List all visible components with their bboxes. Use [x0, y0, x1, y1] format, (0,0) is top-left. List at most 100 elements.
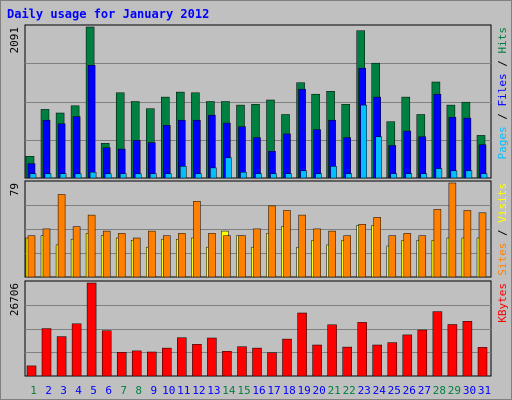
bar-sites	[178, 233, 186, 278]
bar-sites	[433, 209, 442, 278]
bar-sites	[27, 235, 36, 278]
bar-files	[163, 125, 171, 179]
bar-sites	[388, 235, 397, 278]
bar-files	[132, 140, 141, 179]
bar-kbytes	[101, 330, 112, 377]
x-tick-label: 6	[105, 384, 112, 397]
bar-pages	[180, 166, 187, 179]
bar-pages	[104, 173, 112, 179]
bar-sites	[193, 201, 201, 278]
x-tick-label: 1	[30, 384, 37, 397]
bar-sites	[463, 210, 472, 278]
bar-pages	[195, 173, 202, 179]
bar-kbytes	[192, 344, 202, 377]
bar-pages	[360, 104, 367, 179]
legend-separator: /	[496, 54, 509, 74]
bar-pages	[44, 173, 52, 179]
bar-pages	[330, 166, 337, 179]
bar-files	[478, 144, 487, 179]
legend-entry-pages: Pages	[496, 126, 509, 159]
bar-kbytes	[402, 334, 413, 377]
legend-separator: /	[496, 223, 509, 243]
bar-sites	[343, 235, 351, 278]
bar-kbytes	[177, 337, 187, 377]
bar-kbytes	[312, 344, 322, 377]
x-tick-label: 5	[90, 384, 97, 397]
bar-kbytes	[207, 337, 217, 377]
x-tick-label: 17	[267, 384, 280, 397]
bar-sites	[132, 237, 141, 278]
bar-kbytes	[131, 350, 142, 377]
bar-kbytes	[297, 312, 307, 377]
bar-sites	[328, 230, 336, 278]
bar-pages	[435, 168, 443, 179]
bar-pages	[345, 173, 352, 179]
bar-pages	[315, 173, 322, 179]
legend-entry-hits: Hits	[496, 27, 509, 54]
bar-kbytes	[432, 311, 443, 377]
bar-kbytes	[252, 347, 262, 377]
bar-pages	[390, 173, 398, 179]
x-tick-label: 25	[388, 384, 401, 397]
bar-sites	[418, 235, 427, 278]
bar-files	[448, 117, 457, 179]
bar-kbytes	[147, 351, 157, 377]
bar-kbytes	[417, 329, 428, 377]
x-tick-label: 13	[207, 384, 220, 397]
bar-kbytes	[162, 347, 172, 377]
legend-1: Pages / Files / Hits	[496, 27, 509, 160]
bar-sites	[358, 224, 366, 278]
bar-sites	[117, 233, 126, 278]
bar-sites	[313, 228, 321, 278]
bar-kbytes	[116, 352, 127, 377]
bar-sites	[223, 235, 231, 278]
bar-pages	[59, 173, 67, 179]
bar-sites	[208, 233, 216, 278]
x-tick-label: 3	[60, 384, 67, 397]
bar-sites	[102, 230, 111, 278]
x-tick-label: 21	[328, 384, 341, 397]
bar-sites	[298, 214, 306, 278]
bar-files	[72, 116, 81, 179]
bar-pages	[465, 170, 473, 179]
legend-entry-sites: Sites	[496, 243, 509, 276]
bar-kbytes	[71, 323, 82, 377]
bar-sites	[42, 228, 51, 278]
bar-files	[418, 136, 427, 179]
bar-pages	[150, 173, 157, 179]
bar-kbytes	[26, 365, 37, 377]
bar-sites	[283, 210, 291, 278]
bar-sites	[148, 230, 156, 278]
legend-entry-files: Files	[496, 73, 509, 106]
y-max-label: 79	[8, 183, 21, 196]
bar-files	[313, 129, 321, 179]
bar-pages	[134, 173, 142, 179]
x-tick-label: 9	[150, 384, 157, 397]
x-tick-label: 11	[177, 384, 190, 397]
y-max-label: 26706	[8, 283, 21, 316]
bar-sites	[448, 182, 457, 278]
bar-sites	[253, 228, 261, 278]
bar-sites	[478, 212, 487, 278]
bar-kbytes	[41, 328, 52, 377]
bar-kbytes	[372, 344, 382, 377]
x-tick-label: 10	[162, 384, 175, 397]
x-tick-label: 24	[373, 384, 387, 397]
x-tick-label: 12	[192, 384, 205, 397]
x-tick-label: 2	[45, 384, 52, 397]
bar-pages	[255, 173, 262, 179]
bar-files	[298, 88, 306, 179]
bar-files	[463, 117, 472, 179]
bar-sites	[373, 217, 381, 278]
legend-entry-kbytes: KBytes	[496, 283, 509, 323]
legend-2: Sites / Visits	[496, 183, 509, 276]
bar-sites	[87, 214, 96, 278]
x-tick-label: 8	[135, 384, 142, 397]
x-tick-label: 27	[418, 384, 431, 397]
bar-sites	[403, 233, 412, 278]
bar-files	[343, 137, 351, 179]
x-tick-label: 30	[463, 384, 476, 397]
bar-files	[148, 142, 156, 179]
bar-kbytes	[447, 324, 458, 377]
bar-pages	[405, 173, 413, 179]
